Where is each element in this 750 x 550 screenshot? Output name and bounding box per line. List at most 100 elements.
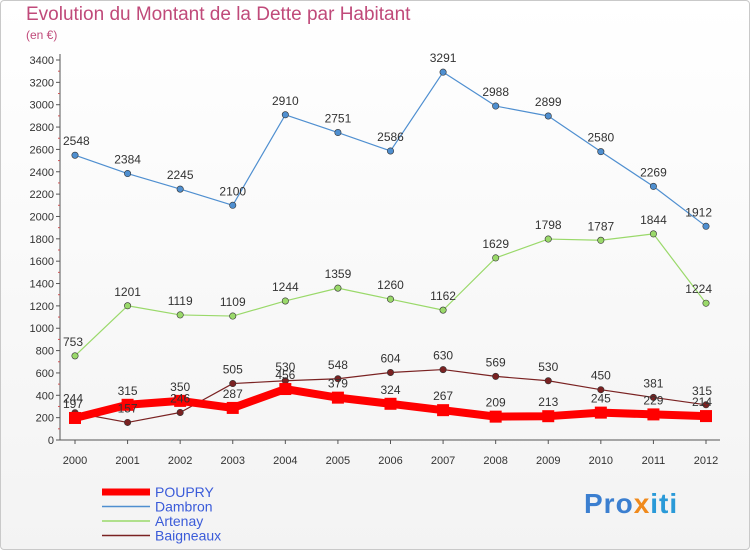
proxiti-logo: Proxiti <box>584 488 678 520</box>
data-point-dambron <box>702 222 710 230</box>
y-tick-label: 2200 <box>30 189 54 201</box>
data-label-dambron: 2269 <box>640 165 667 179</box>
data-label-baigneaux: 246 <box>170 392 190 406</box>
data-point-artenay <box>71 352 79 360</box>
data-label-dambron: 2548 <box>63 134 90 148</box>
data-label-artenay: 1201 <box>114 285 141 299</box>
data-label-baigneaux: 630 <box>433 349 453 363</box>
y-tick-label: 2000 <box>30 211 54 223</box>
data-label-artenay: 1260 <box>377 278 404 292</box>
y-tick-label: 3400 <box>30 55 54 67</box>
data-label-dambron: 3291 <box>430 51 457 65</box>
data-point-baigneaux <box>229 380 237 388</box>
data-label-poupry: 324 <box>380 383 400 397</box>
data-point-dambron <box>334 129 342 137</box>
y-tick-label: 2800 <box>30 122 54 134</box>
data-point-poupry <box>121 398 134 411</box>
data-label-dambron: 2580 <box>587 131 614 145</box>
data-label-poupry: 214 <box>692 395 712 409</box>
data-label-artenay: 753 <box>63 335 83 349</box>
y-tick-label: 2600 <box>30 144 54 156</box>
data-label-artenay: 1162 <box>430 289 456 303</box>
data-point-poupry <box>69 411 81 424</box>
data-label-poupry: 287 <box>223 387 243 401</box>
data-point-artenay <box>649 230 657 238</box>
data-point-baigneaux <box>544 377 552 385</box>
x-tick-label: 2005 <box>326 455 350 467</box>
data-label-poupry: 209 <box>486 396 506 410</box>
data-label-poupry: 379 <box>328 377 348 391</box>
data-label-artenay: 1224 <box>685 282 712 296</box>
chart-subtitle: (en €) <box>26 28 58 42</box>
data-point-dambron <box>492 102 500 110</box>
data-label-poupry: 267 <box>433 389 453 403</box>
x-tick-label: 2008 <box>483 455 507 467</box>
x-tick-label: 2002 <box>168 455 192 467</box>
data-label-artenay: 1844 <box>640 213 667 227</box>
data-point-dambron <box>281 111 289 119</box>
data-point-baigneaux <box>439 366 447 374</box>
data-point-baigneaux <box>386 368 394 376</box>
y-tick-label: 200 <box>36 413 54 425</box>
axes: 0 200 400 600 800 1000 1200 1400 1600 1800 2000 220… <box>30 54 720 467</box>
x-tick-label: 2000 <box>63 455 87 467</box>
data-label-artenay: 1109 <box>220 295 246 309</box>
data-label-baigneaux: 530 <box>275 360 295 374</box>
y-tick-label: 0 <box>48 435 54 447</box>
data-label-baigneaux: 381 <box>643 376 663 390</box>
y-tick-label: 1400 <box>30 279 54 291</box>
data-point-baigneaux <box>597 386 605 394</box>
data-point-baigneaux <box>124 418 132 426</box>
y-tick-label: 1600 <box>30 256 54 268</box>
data-label-baigneaux: 157 <box>118 401 138 415</box>
data-point-dambron <box>439 68 447 76</box>
data-label-poupry: 245 <box>591 392 611 406</box>
y-tick-label: 600 <box>36 368 54 380</box>
data-point-dambron <box>124 170 132 178</box>
data-label-dambron: 1912 <box>685 205 712 219</box>
data-label-poupry: 229 <box>643 393 663 407</box>
data-point-dambron <box>544 112 552 120</box>
series-layer <box>69 68 712 426</box>
data-label-dambron: 2384 <box>114 153 141 167</box>
legend-label-artenay: Artenay <box>155 513 203 529</box>
data-point-poupry <box>226 401 239 414</box>
data-point-artenay <box>176 311 184 319</box>
y-tick-label: 800 <box>36 346 54 358</box>
data-point-poupry <box>331 391 344 404</box>
data-label-poupry: 213 <box>538 395 558 409</box>
data-label-dambron: 2586 <box>377 130 404 144</box>
data-point-baigneaux <box>492 372 500 380</box>
data-label-poupry: 456 <box>275 368 295 382</box>
data-label-baigneaux: 244 <box>63 392 83 406</box>
data-label-baigneaux: 530 <box>538 360 558 374</box>
data-label-artenay: 1629 <box>482 237 509 251</box>
y-tick-label: 3200 <box>30 77 54 89</box>
data-label-artenay: 1787 <box>587 219 614 233</box>
data-point-artenay <box>281 297 289 305</box>
data-point-baigneaux <box>702 401 710 409</box>
x-tick-label: 2011 <box>642 455 666 467</box>
chart-title: Evolution du Montant de la Dette par Hab… <box>26 4 411 25</box>
data-label-dambron: 2245 <box>167 168 194 182</box>
data-label-poupry: 197 <box>63 397 83 411</box>
logo-part-3: iti <box>650 488 679 519</box>
data-label-dambron: 2988 <box>482 85 509 99</box>
logo-part-1: Pro <box>584 488 634 519</box>
data-label-baigneaux: 569 <box>486 355 506 369</box>
data-point-artenay <box>597 236 605 244</box>
data-point-dambron <box>386 147 394 155</box>
logo-part-2: x <box>633 488 651 519</box>
data-label-dambron: 2751 <box>325 112 352 126</box>
data-labels: 197 315 350 287 456 379 324 267 209 213 245 229 214 2… <box>63 51 712 415</box>
x-tick-label: 2001 <box>115 455 139 467</box>
data-point-artenay <box>386 295 394 303</box>
data-label-baigneaux: 450 <box>591 369 611 383</box>
data-label-artenay: 1244 <box>272 280 299 294</box>
data-point-poupry <box>594 406 607 419</box>
legend-label-baigneaux: Baigneaux <box>155 528 221 544</box>
data-point-artenay <box>544 235 552 243</box>
